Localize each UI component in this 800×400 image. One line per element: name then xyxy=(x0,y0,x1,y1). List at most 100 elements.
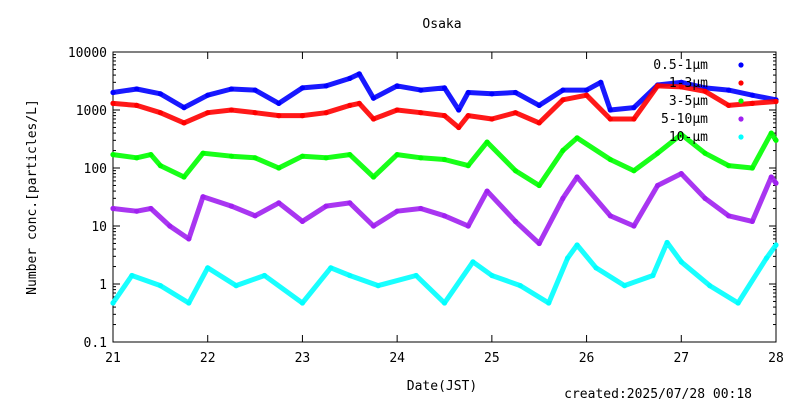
data-point xyxy=(489,91,495,97)
data-point xyxy=(134,155,140,161)
data-point xyxy=(356,71,362,77)
data-point xyxy=(167,223,173,229)
data-point xyxy=(157,110,163,116)
data-point xyxy=(631,116,637,122)
data-point xyxy=(678,79,684,85)
legend-label: 10-μm xyxy=(669,130,708,145)
data-point xyxy=(631,168,637,174)
data-point xyxy=(749,165,755,171)
data-point xyxy=(347,75,353,81)
data-point xyxy=(228,153,234,159)
data-point xyxy=(252,87,258,93)
data-point xyxy=(134,86,140,92)
data-point xyxy=(607,213,613,219)
data-point xyxy=(574,242,580,248)
x-tick-label: 27 xyxy=(673,351,689,366)
data-point xyxy=(702,150,708,156)
data-point xyxy=(228,203,234,209)
y-tick-label: 1 xyxy=(99,278,107,293)
legend-label: 5-10μm xyxy=(661,112,708,127)
data-point xyxy=(768,130,774,136)
y-tick-label: 10 xyxy=(91,220,107,235)
data-point xyxy=(655,83,661,89)
data-point xyxy=(512,168,519,174)
legend-marker xyxy=(738,80,744,86)
data-point xyxy=(749,100,755,106)
data-point xyxy=(157,283,163,289)
data-point xyxy=(560,147,566,154)
data-point xyxy=(655,150,661,156)
data-point xyxy=(299,300,305,306)
data-point xyxy=(276,165,282,171)
data-point xyxy=(678,259,684,265)
y-tick-label: 10000 xyxy=(68,46,107,61)
data-point xyxy=(148,205,154,212)
data-point xyxy=(465,163,471,169)
data-point xyxy=(773,180,779,186)
x-tick-label: 25 xyxy=(484,351,500,366)
data-point xyxy=(655,182,661,189)
data-point xyxy=(441,300,448,306)
data-point xyxy=(441,113,448,119)
data-point xyxy=(276,113,282,119)
series-line xyxy=(110,171,779,246)
data-point xyxy=(148,152,154,158)
data-point xyxy=(228,86,234,92)
data-point xyxy=(607,107,613,113)
x-tick-label: 22 xyxy=(200,351,216,366)
x-tick-label: 21 xyxy=(105,351,121,366)
legend-marker xyxy=(738,62,744,68)
data-point xyxy=(370,223,377,229)
data-point xyxy=(489,272,495,279)
series-line xyxy=(110,240,779,306)
data-point xyxy=(370,95,377,101)
data-point xyxy=(394,152,400,158)
data-point xyxy=(181,120,187,126)
data-point xyxy=(394,208,400,214)
data-point xyxy=(110,89,116,96)
x-tick-label: 28 xyxy=(768,351,784,366)
data-point xyxy=(205,265,211,271)
y-axis: 0.1 1 10 100 1000 10000 xyxy=(68,46,776,351)
data-point xyxy=(773,98,779,105)
chart-title: Osaka xyxy=(422,17,461,32)
data-point xyxy=(261,272,268,279)
data-point xyxy=(560,97,566,103)
data-point xyxy=(470,259,476,265)
plot-frame xyxy=(112,51,777,343)
legend: 0.5-1μm 1-3μm 3-5μm 5-10μm 10-μm xyxy=(653,58,744,145)
data-point xyxy=(233,283,239,289)
y-axis-label: Number conc.[particles/L] xyxy=(25,99,40,295)
data-point xyxy=(328,265,334,271)
data-point xyxy=(726,163,732,169)
data-point xyxy=(323,83,329,89)
data-point xyxy=(394,83,400,89)
data-point xyxy=(186,300,192,306)
data-point xyxy=(205,110,211,116)
series-10-μm xyxy=(110,239,779,306)
data-point xyxy=(512,110,519,116)
data-point xyxy=(134,102,140,108)
data-point xyxy=(584,92,590,98)
data-point xyxy=(565,255,571,261)
data-point xyxy=(347,272,353,279)
data-point xyxy=(110,205,116,212)
data-point xyxy=(347,200,353,206)
y-tick-label: 0.1 xyxy=(84,336,107,351)
data-point xyxy=(394,107,400,113)
x-tick-label: 23 xyxy=(295,351,311,366)
data-point xyxy=(749,92,755,98)
data-point xyxy=(356,100,362,106)
data-point xyxy=(773,242,779,248)
data-point xyxy=(370,174,377,180)
data-point xyxy=(560,195,566,201)
data-point xyxy=(134,208,140,214)
x-tick-label: 24 xyxy=(389,351,405,366)
series-1-3μm xyxy=(110,83,779,131)
data-point xyxy=(664,239,670,246)
data-point xyxy=(607,116,613,122)
y-tick-label: 100 xyxy=(84,162,107,177)
data-point xyxy=(702,88,708,94)
series-5-10μm xyxy=(110,171,779,247)
data-point xyxy=(768,174,774,180)
